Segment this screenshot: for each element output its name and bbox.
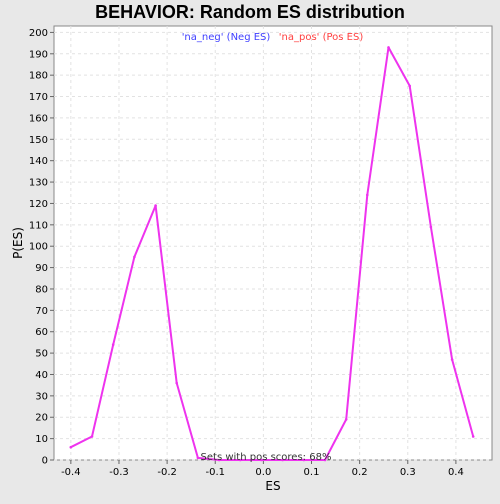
x-tick-label: -0.2	[157, 467, 177, 478]
data-point	[239, 458, 242, 462]
data-point	[344, 418, 348, 421]
grid-lines	[54, 26, 492, 461]
data-point	[302, 458, 306, 462]
data-point	[387, 46, 390, 49]
y-tick-label: 170	[29, 92, 48, 103]
x-tick-label: 0.4	[448, 467, 464, 478]
data-point	[69, 445, 73, 449]
x-tick-label: -0.3	[109, 467, 129, 478]
y-tick-label: 40	[35, 370, 48, 381]
y-tick-label: 200	[29, 28, 48, 39]
y-tick-label: 30	[35, 391, 48, 402]
data-point	[429, 225, 433, 229]
data-point	[217, 458, 221, 462]
y-tick-label: 140	[29, 156, 48, 167]
data-point	[366, 193, 369, 197]
x-tick-label: -0.4	[61, 467, 81, 478]
y-tick-label: 50	[35, 349, 48, 360]
data-point	[281, 458, 284, 462]
data-point	[260, 458, 263, 462]
y-tick-label: 0	[42, 456, 48, 467]
y-tick-label: 150	[29, 135, 48, 146]
y-tick-label: 60	[35, 327, 48, 338]
data-point	[133, 255, 136, 259]
y-tick-label: 90	[35, 263, 48, 274]
data-point	[323, 458, 327, 462]
x-tick-label: 0.2	[352, 467, 368, 478]
data-point	[196, 456, 200, 460]
x-tick-label: 0.3	[400, 467, 416, 478]
y-tick-label: 80	[35, 284, 48, 295]
y-tick-label: 110	[29, 220, 48, 231]
y-axis: 0 10 20 30 40 50 60 70 80 90 100 110 120 130 140 150 160…	[29, 28, 54, 467]
y-tick-label: 120	[29, 199, 48, 210]
y-tick-label: 180	[29, 71, 48, 82]
data-point	[450, 358, 454, 361]
y-tick-label: 10	[35, 434, 48, 445]
plot-area	[53, 25, 493, 461]
data-point	[471, 435, 475, 438]
chart-title: BEHAVIOR: Random ES distribution	[95, 2, 405, 22]
data-point	[90, 435, 94, 438]
y-tick-label: 100	[29, 242, 48, 253]
y-tick-label: 130	[29, 178, 48, 189]
x-axis: -0.4 -0.3 -0.2 -0.1 0.0 0.1 0.2 0.3 0.4	[61, 460, 464, 478]
series-line	[70, 46, 475, 461]
legend-pos-es: 'na_pos' (Pos ES)	[279, 32, 364, 43]
x-tick-label: -0.1	[205, 467, 225, 478]
data-point	[154, 204, 157, 207]
data-point	[111, 343, 115, 346]
x-tick-label: 0.1	[304, 467, 320, 478]
x-tick-label: 0.0	[255, 467, 271, 478]
data-point	[175, 381, 178, 385]
y-tick-label: 190	[29, 49, 48, 60]
pos-scores-annotation: Sets with pos scores: 68%	[201, 452, 332, 463]
y-tick-label: 70	[35, 306, 48, 317]
y-tick-label: 20	[35, 413, 48, 424]
data-point	[408, 84, 412, 88]
y-axis-label: P(ES)	[11, 227, 25, 259]
legend-neg-es: 'na_neg' (Neg ES)	[182, 32, 271, 43]
series-layer	[69, 46, 475, 462]
x-axis-label: ES	[265, 479, 280, 493]
y-tick-label: 160	[29, 113, 48, 124]
